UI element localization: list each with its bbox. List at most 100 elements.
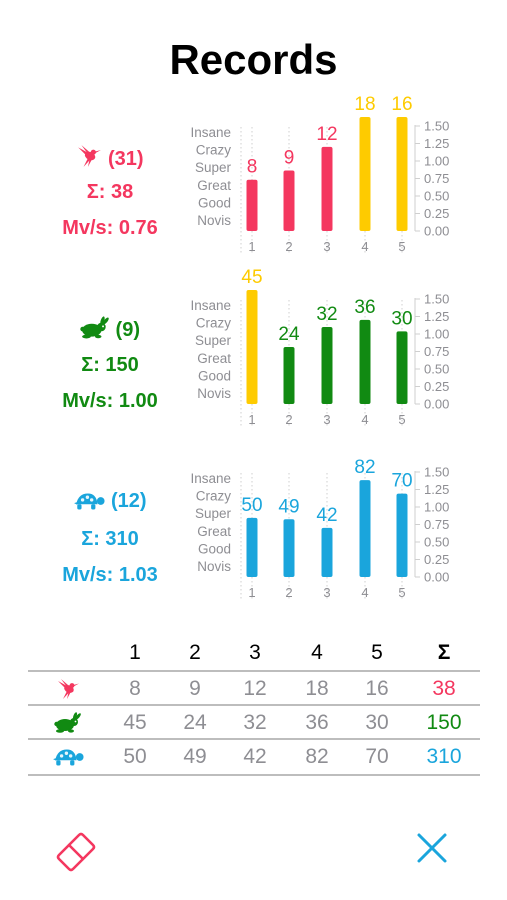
bar: [283, 347, 295, 404]
y-tick-label: 0.25: [424, 206, 449, 221]
table-row: 50 49 42 82 70 310: [28, 738, 480, 776]
bar: [396, 331, 408, 404]
header-cell: 4: [311, 641, 323, 664]
table-cell: 82: [305, 745, 329, 768]
table-cell: 8: [129, 677, 141, 700]
x-tick-label: 5: [398, 412, 405, 427]
y-tick-label: 0.25: [424, 552, 449, 567]
bar: [283, 519, 295, 577]
level-label: Crazy: [196, 143, 232, 158]
table-cell: 30: [365, 711, 389, 734]
level-label: Super: [195, 333, 232, 348]
level-label: Great: [197, 178, 231, 193]
bar: [359, 480, 371, 577]
header-cell: 2: [189, 641, 201, 664]
sum-cell: 150: [426, 711, 462, 734]
table-cell: 42: [243, 745, 267, 768]
table-cell: 12: [243, 677, 267, 700]
bar-chart-svg: 1.50 1.25 1.00 0.75 0.50 0.25 0.00 Insane Crazy S…: [190, 457, 449, 601]
chart-hummingbird: 1.50 1.25 1.00 0.75 0.50 0.25 0.00 Insane Crazy S…: [175, 94, 475, 255]
attempt-count: (9): [115, 319, 140, 341]
bar-value-label: 32: [316, 304, 337, 325]
x-tick-label: 5: [398, 239, 405, 254]
bar: [396, 493, 408, 577]
rate-label: Mv/s: 1.03: [62, 564, 158, 586]
level-label: Crazy: [196, 316, 232, 331]
y-tick-label: 1.25: [424, 136, 449, 151]
level-label: Great: [197, 524, 231, 539]
bar-value-label: 49: [278, 496, 299, 517]
table-cell: 49: [183, 745, 207, 768]
close-button[interactable]: [406, 822, 458, 874]
bar: [246, 290, 258, 404]
y-tick-label: 0.25: [424, 379, 449, 394]
chart-turtle: 1.50 1.25 1.00 0.75 0.50 0.25 0.00 Insane Crazy S…: [175, 441, 475, 601]
bar-value-label: 12: [316, 124, 337, 145]
rate-label: Mv/s: 0.76: [62, 217, 158, 239]
x-tick-label: 2: [285, 585, 292, 600]
sum-label: Σ: 310: [81, 528, 139, 550]
table-row: 8 9 12 18 16 38: [28, 670, 480, 706]
x-tick-label: 4: [361, 239, 368, 254]
y-tick-label: 0.00: [424, 224, 449, 239]
page-title: Records: [169, 36, 338, 83]
bar-value-label: 30: [391, 308, 412, 329]
x-tick-label: 2: [285, 412, 292, 427]
hummingbird-icon: [46, 672, 90, 706]
sum-label: Σ: 150: [81, 354, 139, 376]
x-tick-label: 1: [248, 239, 255, 254]
table-cell: 36: [305, 711, 329, 734]
y-tick-label: 0.50: [424, 362, 449, 377]
y-tick-label: 0.75: [424, 171, 449, 186]
bar-chart-svg: 1.50 1.25 1.00 0.75 0.50 0.25 0.00 Insane Crazy S…: [190, 267, 449, 428]
table-cell: 32: [243, 711, 267, 734]
table-cell: 50: [123, 745, 147, 768]
turtle-icon: [46, 740, 90, 774]
y-tick-label: 0.00: [424, 570, 449, 585]
x-tick-label: 2: [285, 239, 292, 254]
summary-count-line: (9): [40, 316, 180, 342]
bar: [321, 146, 333, 231]
bar-value-label: 18: [354, 94, 375, 115]
level-label: Novis: [197, 213, 231, 228]
y-tick-label: 0.75: [424, 344, 449, 359]
level-label: Good: [198, 368, 231, 383]
x-tick-label: 3: [323, 585, 330, 600]
bar: [246, 179, 258, 231]
y-tick-label: 1.25: [424, 309, 449, 324]
x-tick-label: 4: [361, 412, 368, 427]
level-label: Novis: [197, 559, 231, 574]
x-tick-label: 3: [323, 412, 330, 427]
header-cell: 5: [371, 641, 383, 664]
x-tick-label: 1: [248, 412, 255, 427]
eraser-button[interactable]: [50, 822, 102, 874]
table-cell: 9: [189, 677, 201, 700]
close-icon: [406, 822, 458, 874]
bar: [246, 517, 258, 577]
bar: [359, 117, 371, 231]
level-label: Insane: [190, 125, 231, 140]
y-tick-label: 0.50: [424, 189, 449, 204]
bar-value-label: 45: [241, 267, 262, 288]
level-label: Good: [198, 541, 231, 556]
y-tick-label: 0.50: [424, 535, 449, 550]
table-row: 45 24 32 36 30 150: [28, 704, 480, 740]
header-cell: 1: [129, 641, 141, 664]
header-cell: 3: [249, 641, 261, 664]
table-cell: 45: [123, 711, 147, 734]
chart-rabbit: 1.50 1.25 1.00 0.75 0.50 0.25 0.00 Insane Crazy S…: [175, 267, 475, 428]
table-cell: 16: [365, 677, 389, 700]
x-tick-label: 3: [323, 239, 330, 254]
x-tick-label: 1: [248, 585, 255, 600]
table-cell: 24: [183, 711, 207, 734]
attempt-count: (12): [110, 490, 147, 512]
x-tick-label: 4: [361, 585, 368, 600]
level-label: Super: [195, 160, 232, 175]
y-tick-label: 1.00: [424, 327, 449, 342]
y-tick-label: 1.50: [424, 292, 449, 307]
y-tick-label: 1.50: [424, 465, 449, 480]
bar: [359, 319, 371, 404]
bar-value-label: 36: [354, 297, 375, 318]
y-tick-label: 1.50: [424, 119, 449, 134]
summary-count-line: (12): [40, 490, 180, 513]
